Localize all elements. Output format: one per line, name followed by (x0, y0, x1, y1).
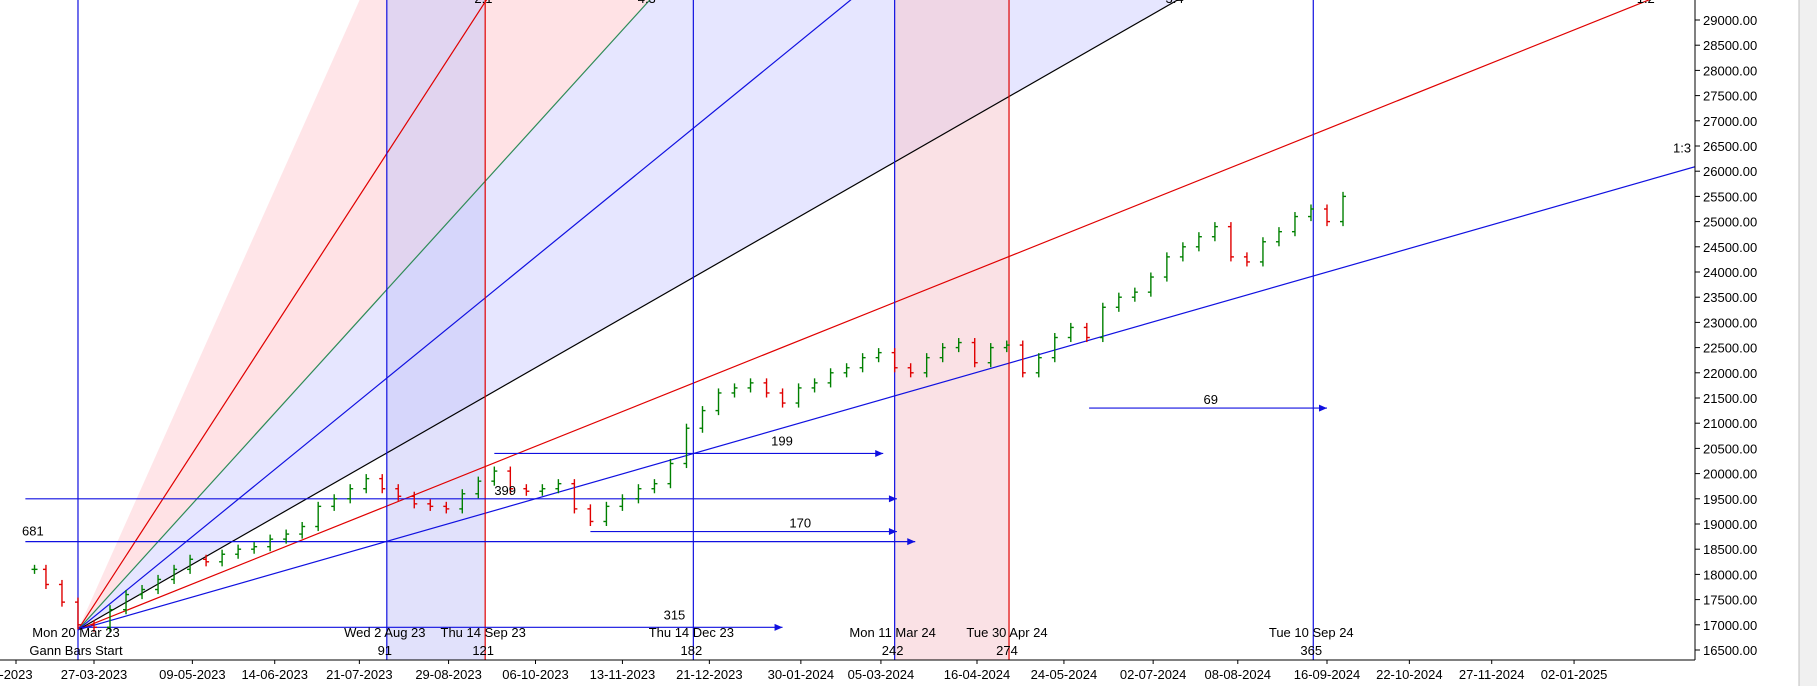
x-tick-label-6: 06-10-2023 (502, 667, 569, 682)
arrow-label-681: 681 (22, 524, 44, 539)
fan-line-5 (77, 166, 1695, 631)
fan-line-3 (77, 0, 1179, 631)
y-tick-label-25: 29000.00 (1703, 13, 1757, 28)
arrow-label-399: 399 (494, 483, 516, 498)
y-tick-label-21: 27000.00 (1703, 114, 1757, 129)
fan-line-0 (77, 0, 488, 631)
y-tick-label-0: 16500.00 (1703, 643, 1757, 658)
fan-line-2 (77, 0, 852, 631)
y-tick-label-7: 20000.00 (1703, 467, 1757, 482)
y-tick-label-4: 18500.00 (1703, 542, 1757, 557)
time-band-0 (386, 0, 486, 660)
x-tick-label-18: 02-01-2025 (1541, 667, 1608, 682)
x-tick-label-10: 05-03-2024 (848, 667, 915, 682)
y-tick-label-23: 28000.00 (1703, 63, 1757, 78)
y-tick-label-11: 22000.00 (1703, 366, 1757, 381)
x-tick-label-9: 30-01-2024 (768, 667, 835, 682)
x-tick-label-2: 09-05-2023 (159, 667, 226, 682)
y-tick-label-6: 19500.00 (1703, 492, 1757, 507)
y-tick-label-15: 24000.00 (1703, 265, 1757, 280)
y-axis-panel (1695, 0, 1817, 686)
plot-area (25, 0, 1695, 660)
arrow-label-315: 315 (664, 607, 686, 622)
y-tick-label-2: 17500.00 (1703, 593, 1757, 608)
time-line-label-4: Mon 11 Mar 24 (849, 625, 935, 640)
time-line-sub-3: 182 (680, 643, 702, 658)
x-tick-label-12: 24-05-2024 (1031, 667, 1098, 682)
y-scroll-strip (1799, 0, 1817, 686)
y-tick-label-17: 25000.00 (1703, 215, 1757, 230)
y-tick-label-19: 26000.00 (1703, 164, 1757, 179)
x-tick-label-4: 21-07-2023 (326, 667, 393, 682)
time-line-sub-4: 242 (882, 643, 904, 658)
fan-label-1: 4:3 (638, 0, 656, 6)
x-tick-label-5: 29-08-2023 (415, 667, 482, 682)
arrow-label-199: 199 (771, 433, 793, 448)
h-arrowhead-5 (1319, 404, 1327, 412)
fan-label-4: 1:2 (1637, 0, 1655, 6)
y-tick-label-22: 27500.00 (1703, 89, 1757, 104)
fan-label-3: 3:4 (1166, 0, 1184, 6)
time-line-label-1: Wed 2 Aug 23 (344, 625, 425, 640)
fan-line-1 (77, 0, 651, 631)
time-band-1 (894, 0, 1010, 660)
h-arrowhead-3 (888, 528, 897, 536)
y-tick-label-13: 23000.00 (1703, 315, 1757, 330)
y-tick-label-5: 19000.00 (1703, 517, 1757, 532)
y-tick-label-18: 25500.00 (1703, 189, 1757, 204)
arrow-label-69: 69 (1203, 392, 1217, 407)
x-tick-label-1: 27-03-2023 (61, 667, 128, 682)
h-arrowhead-1 (875, 449, 884, 457)
x-axis-panel (0, 660, 1695, 686)
y-tick-label-8: 20500.00 (1703, 441, 1757, 456)
y-tick-label-20: 26500.00 (1703, 139, 1757, 154)
y-tick-label-10: 21500.00 (1703, 391, 1757, 406)
y-tick-label-3: 18000.00 (1703, 567, 1757, 582)
time-line-sub-6: 365 (1300, 643, 1322, 658)
time-line-sub-0: Gann Bars Start (29, 643, 123, 658)
y-tick-label-16: 24500.00 (1703, 240, 1757, 255)
time-line-label-3: Thu 14 Dec 23 (649, 625, 734, 640)
x-tick-label-11: 16-04-2024 (944, 667, 1011, 682)
fan-label-5: 1:3 (1673, 141, 1691, 156)
y-tick-label-12: 22500.00 (1703, 341, 1757, 356)
h-arrowhead-2 (888, 495, 897, 503)
arrow-label-170: 170 (789, 516, 811, 531)
time-line-sub-2: 121 (472, 643, 494, 658)
x-tick-label-8: 21-12-2023 (676, 667, 743, 682)
time-line-sub-1: 91 (378, 643, 392, 658)
y-tick-label-24: 28500.00 (1703, 38, 1757, 53)
y-tick-label-14: 23500.00 (1703, 290, 1757, 305)
time-line-sub-5: 274 (996, 643, 1018, 658)
x-tick-label-14: 08-08-2024 (1205, 667, 1272, 682)
time-line-label-2: Thu 14 Sep 23 (441, 625, 526, 640)
x-tick-label-15: 16-09-2024 (1294, 667, 1361, 682)
y-tick-label-9: 21000.00 (1703, 416, 1757, 431)
x-tick-label-13: 02-07-2024 (1120, 667, 1187, 682)
time-line-label-6: Tue 10 Sep 24 (1269, 625, 1354, 640)
fan-label-0: 2:1 (474, 0, 492, 6)
h-arrowhead-4 (907, 538, 916, 546)
y-tick-label-1: 17000.00 (1703, 618, 1757, 633)
x-tick-label-0: -2023 (0, 667, 33, 682)
time-line-label-5: Tue 30 Apr 24 (966, 625, 1047, 640)
fan-line-4 (77, 0, 1651, 631)
x-tick-label-7: 13-11-2023 (590, 667, 656, 682)
x-tick-label-3: 14-06-2023 (241, 667, 308, 682)
time-line-label-0: Mon 20 Mar 23 (32, 625, 119, 640)
x-tick-label-16: 22-10-2024 (1376, 667, 1443, 682)
h-arrowhead-0 (774, 623, 783, 631)
x-tick-label-17: 27-11-2024 (1459, 667, 1525, 682)
